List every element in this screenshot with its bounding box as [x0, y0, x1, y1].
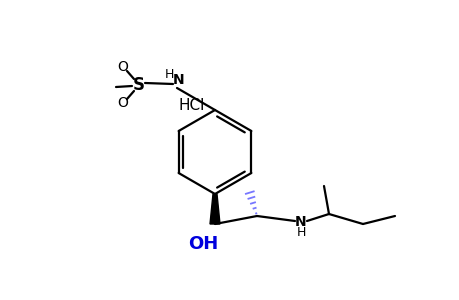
- Text: HCl: HCl: [179, 98, 205, 112]
- Text: S: S: [133, 76, 145, 94]
- Text: N: N: [173, 73, 185, 87]
- Text: H: H: [164, 68, 174, 80]
- Text: N: N: [295, 215, 306, 229]
- Text: H: H: [296, 226, 305, 238]
- Polygon shape: [210, 194, 219, 224]
- Text: O: O: [118, 96, 128, 110]
- Text: O: O: [118, 60, 128, 74]
- Text: OH: OH: [187, 235, 218, 253]
